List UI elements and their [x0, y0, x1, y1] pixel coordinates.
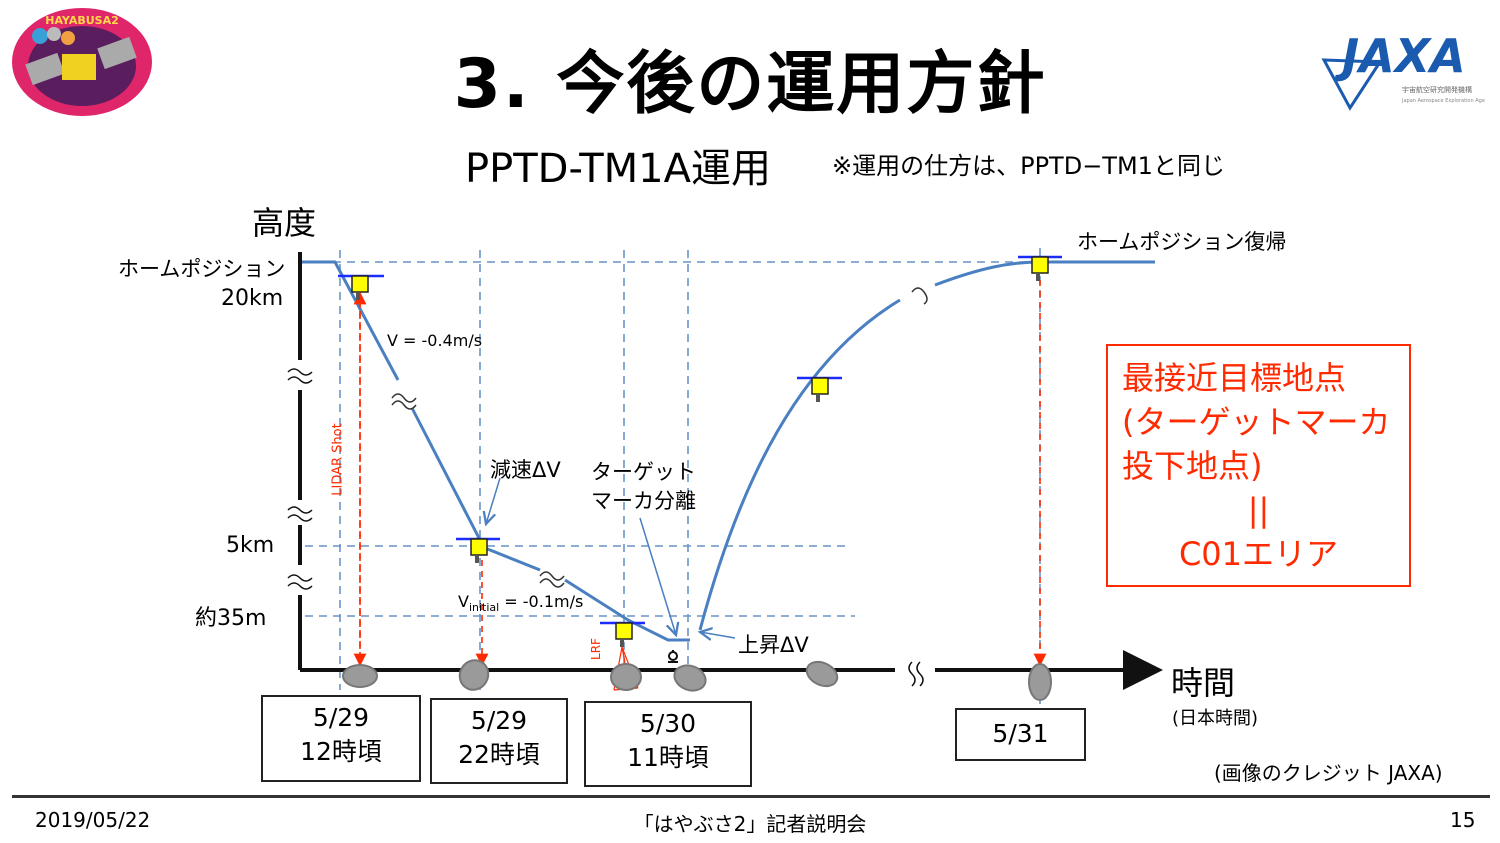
- axis-break-icons: [287, 368, 924, 687]
- lidar-shot-label: LIDAR Shot: [330, 423, 346, 496]
- target-marker-label-1: ターゲット: [591, 460, 696, 484]
- home-return-label: ホームポジション復帰: [1077, 230, 1287, 254]
- x-axis-title: 時間: [1171, 664, 1236, 702]
- trajectory-break-icons: [391, 287, 928, 588]
- image-credit: (画像のクレジット JAXA): [1214, 761, 1443, 785]
- altitude-20km-label: 20km: [221, 286, 284, 311]
- footer-divider: [12, 795, 1490, 798]
- svg-text:宇宙航空研究開発機構: 宇宙航空研究開発機構: [1402, 85, 1472, 94]
- time-box-1: 5/29 12時頃: [261, 695, 421, 782]
- page-title: 3. 今後の運用方針: [453, 45, 1047, 124]
- svg-text:JAXA: JAXA: [1334, 29, 1466, 83]
- svg-text:Japan Aerospace Exploration Ag: Japan Aerospace Exploration Agency: [1401, 98, 1485, 104]
- asteroid-icons: [342, 659, 1052, 701]
- jaxa-logo: JAXA 宇宙航空研究開発機構 Japan Aerospace Explorat…: [1320, 20, 1485, 115]
- subtitle-note: ※運用の仕方は、PPTD−TM1と同じ: [832, 152, 1225, 180]
- target-marker-label-2: マーカ分離: [591, 489, 696, 513]
- footer-date: 2019/05/22: [35, 808, 151, 832]
- svg-text:HAYABUSA2: HAYABUSA2: [45, 14, 119, 27]
- time-box-4: 5/31: [955, 708, 1086, 761]
- subtitle: PPTD-TM1A運用: [465, 146, 771, 192]
- footer-event: 「はやぶさ2」記者説明会: [633, 812, 867, 836]
- decel-label: 減速ΔV: [490, 458, 561, 482]
- hayabusa2-patch-logo: HAYABUSA2: [8, 6, 156, 118]
- axes: [298, 252, 1163, 690]
- callout-arrows: [486, 477, 736, 638]
- home-position-label: ホームポジション: [118, 257, 286, 281]
- velocity-descent-label: V = -0.4m/s: [387, 331, 483, 350]
- time-box-2: 5/29 22時頃: [430, 698, 568, 784]
- spacecraft-icons: [338, 255, 1062, 691]
- target-marker-icon: [668, 650, 678, 663]
- lrf-label: LRF: [588, 638, 603, 660]
- altitude-35m-label: 約35m: [195, 606, 267, 631]
- x-axis-note: (日本時間): [1172, 708, 1259, 729]
- trajectory-line: [302, 260, 1155, 642]
- y-axis-title: 高度: [252, 204, 317, 242]
- target-point-callout: 最接近目標地点 (ターゲットマーカ 投下地点) || C01エリア: [1106, 344, 1411, 587]
- altitude-5km-label: 5km: [226, 533, 275, 558]
- ascent-label: 上昇ΔV: [738, 633, 809, 657]
- page-number: 15: [1450, 808, 1476, 832]
- velocity-initial-label: Vinitial = -0.1m/s: [458, 592, 584, 615]
- time-box-3: 5/30 11時頃: [584, 701, 752, 787]
- lidar-arrows: [353, 280, 1047, 667]
